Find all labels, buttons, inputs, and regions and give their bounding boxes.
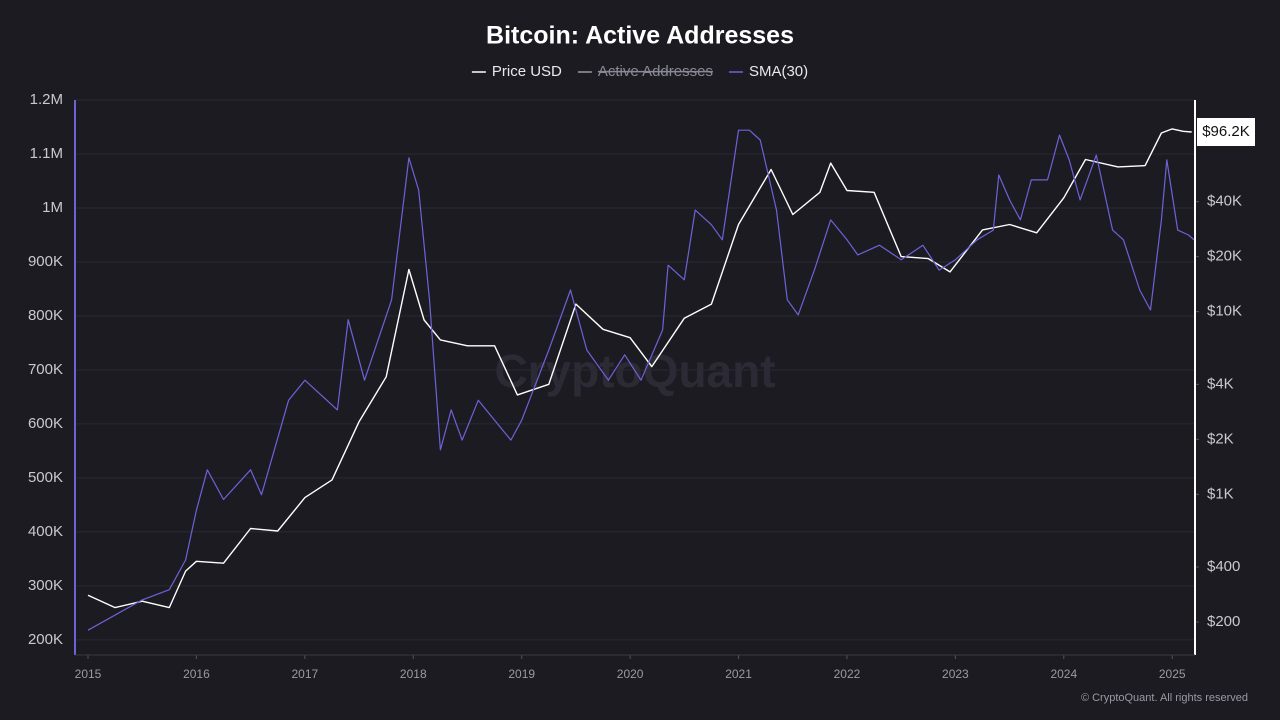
y-tick-label: 1.2M <box>30 91 63 108</box>
legend-label: Price USD <box>492 63 562 80</box>
y-tick-label: 600K <box>28 415 63 432</box>
y2-tick-label: $1K <box>1207 485 1234 502</box>
legend-item: Active Addresses <box>577 63 713 80</box>
series-line <box>87 128 1192 609</box>
legend-item: Price USD <box>471 63 562 80</box>
y-tick-label: 700K <box>28 361 63 378</box>
y-tick-label: 800K <box>28 307 63 324</box>
y-tick-label: 400K <box>28 523 63 540</box>
y2-tick-label: $200 <box>1207 613 1240 630</box>
y2-tick-label: $2K <box>1207 430 1234 447</box>
legend-label: Active Addresses <box>598 63 713 80</box>
y2-tick-label: $10K <box>1207 303 1242 320</box>
x-tick-label: 2019 <box>508 667 535 681</box>
legend: Price USD Active Addresses SMA(30) <box>471 63 808 80</box>
y-tick-label: 900K <box>28 253 63 270</box>
y-tick-label: 300K <box>28 577 63 594</box>
x-tick-label: 2021 <box>725 667 752 681</box>
y-tick-label: 1.1M <box>30 145 63 162</box>
x-tick-label: 2022 <box>834 667 861 681</box>
x-tick-label: 2024 <box>1050 667 1077 681</box>
x-tick-label: 2023 <box>942 667 969 681</box>
footer: © CryptoQuant. All rights reserved <box>1081 692 1248 704</box>
last-value-box <box>1197 118 1255 147</box>
chart-title: Bitcoin: Active Addresses <box>486 22 794 50</box>
y-tick-label: 200K <box>28 631 63 648</box>
y-tick-label: 1M <box>42 199 63 216</box>
x-tick-label: 2018 <box>400 667 427 681</box>
legend-item: SMA(30) <box>728 63 808 80</box>
y2-tick-label: $20K <box>1207 248 1242 265</box>
y2-tick-label: $40K <box>1207 193 1242 210</box>
x-tick-label: 2016 <box>183 667 210 681</box>
series-line <box>87 129 1195 631</box>
y2-tick-label: $400 <box>1207 558 1240 575</box>
x-tick-label: 2020 <box>617 667 644 681</box>
y-tick-label: 500K <box>28 469 63 486</box>
legend-label: SMA(30) <box>749 63 808 80</box>
x-tick-label: 2015 <box>75 667 102 681</box>
x-tick-label: 2025 <box>1159 667 1186 681</box>
y2-tick-label: $4K <box>1207 375 1234 392</box>
x-tick-label: 2017 <box>292 667 319 681</box>
last-value-label: $96.2K <box>1202 123 1250 140</box>
